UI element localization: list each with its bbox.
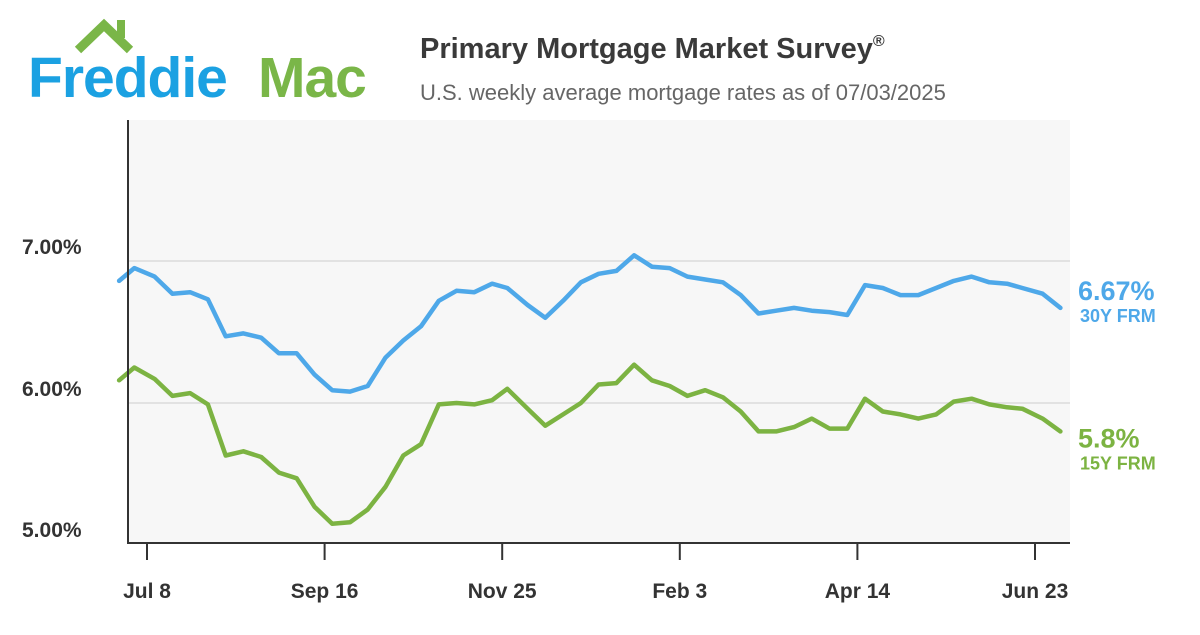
- series-line-15y-frm: [116, 362, 1063, 526]
- series-name-label: 30Y FRM: [1080, 306, 1156, 326]
- plot-area: [128, 120, 1070, 543]
- x-tick-label: Apr 14: [825, 580, 891, 603]
- logo-chimney-icon: [117, 20, 125, 38]
- x-tick-label: Jul 8: [123, 580, 171, 603]
- y-tick-label: 6.00%: [22, 378, 82, 401]
- registered-mark: ®: [873, 33, 885, 50]
- x-tick-label: Nov 25: [468, 580, 537, 603]
- series-line-30y-frm: [116, 253, 1063, 394]
- logo-roof-icon: [74, 18, 134, 54]
- x-tick-label: Sep 16: [291, 580, 359, 603]
- x-tick-label: Feb 3: [652, 580, 707, 603]
- series-name-label: 15Y FRM: [1080, 453, 1156, 473]
- y-tick-label: 5.00%: [22, 519, 82, 542]
- y-tick-label: 7.00%: [22, 236, 82, 259]
- x-tick-label: Jun 23: [1002, 580, 1069, 603]
- freddie-mac-logo: Freddie Mac: [28, 18, 367, 110]
- chart-title-text: Primary Mortgage Market Survey: [420, 33, 873, 65]
- chart-subtitle: U.S. weekly average mortgage rates as of…: [420, 80, 946, 105]
- end-value-label: 5.8%: [1078, 423, 1140, 453]
- logo-text-mac: Mac: [258, 46, 366, 110]
- chart-title: Primary Mortgage Market Survey®: [420, 33, 885, 65]
- end-value-label: 6.67%: [1078, 276, 1155, 306]
- logo-text-freddie: Freddie: [28, 46, 227, 110]
